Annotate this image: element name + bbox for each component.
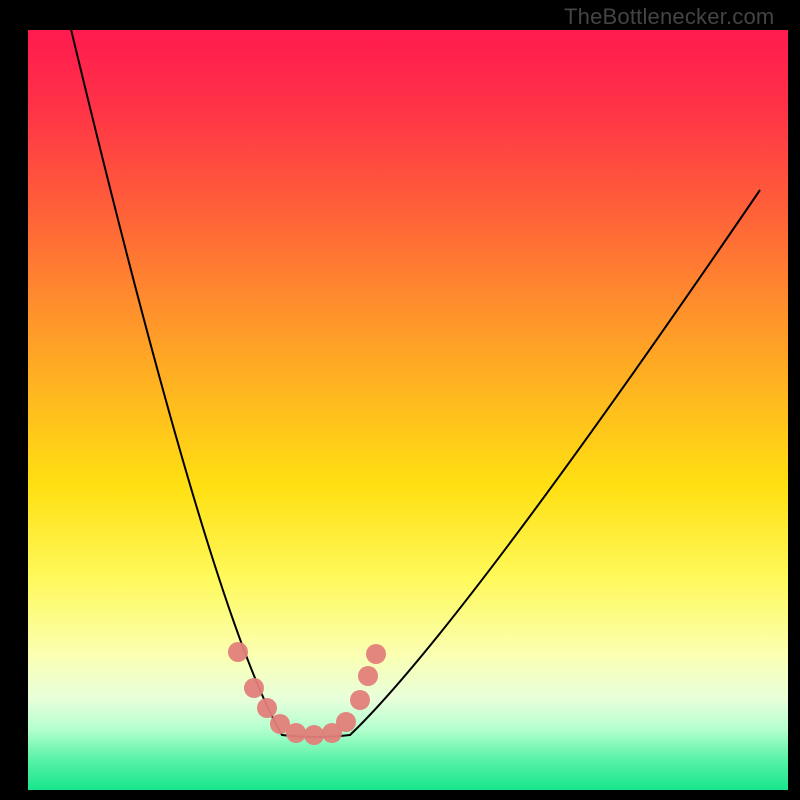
marker-point bbox=[244, 678, 264, 698]
watermark-label: TheBottlenecker.com bbox=[564, 4, 774, 30]
marker-point bbox=[228, 642, 248, 662]
marker-point bbox=[358, 666, 378, 686]
bottleneck-curve bbox=[64, 30, 760, 737]
stage: TheBottlenecker.com bbox=[0, 0, 800, 800]
marker-point bbox=[304, 725, 324, 745]
marker-point bbox=[350, 690, 370, 710]
bottleneck-chart bbox=[28, 30, 788, 790]
marker-point bbox=[257, 698, 277, 718]
plot-area bbox=[28, 30, 788, 790]
marker-point bbox=[336, 712, 356, 732]
marker-point bbox=[286, 723, 306, 743]
marker-point bbox=[366, 644, 386, 664]
